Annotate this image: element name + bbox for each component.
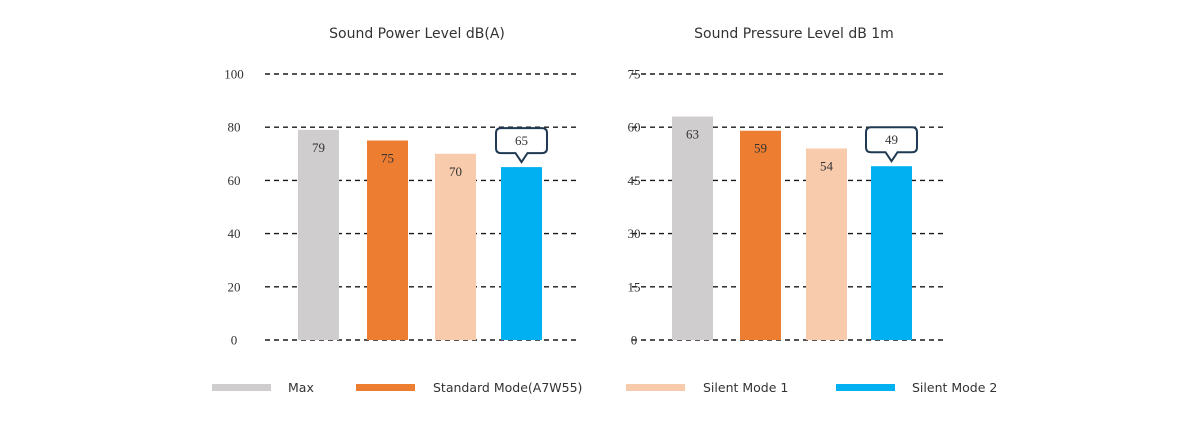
y-tick-label: 80 bbox=[228, 120, 241, 135]
data-label: 79 bbox=[312, 140, 325, 155]
data-label: 54 bbox=[820, 158, 834, 173]
y-tick-label: 45 bbox=[628, 173, 641, 188]
data-label: 70 bbox=[449, 164, 462, 179]
chart-title: Sound Pressure Level dB 1m bbox=[694, 26, 894, 42]
legend: Max Standard Mode(A7W55) Silent Mode 1 Sile… bbox=[212, 380, 997, 395]
bar-max bbox=[672, 116, 713, 340]
bar-standard-mode-a7w55- bbox=[740, 130, 781, 340]
y-tick-label: 15 bbox=[628, 279, 641, 294]
legend-swatch-silent-mode-1 bbox=[626, 384, 685, 391]
data-label: 59 bbox=[754, 141, 767, 156]
bar-max bbox=[298, 129, 339, 340]
legend-label-silent-mode-1: Silent Mode 1 bbox=[703, 380, 788, 395]
chart-panel-2: Sound Pressure Level dB 1m 0 15 30 45 60 75 63 5… bbox=[628, 26, 946, 348]
bar-silent-mode-2 bbox=[501, 167, 542, 340]
legend-swatch-max bbox=[212, 384, 271, 391]
bar-silent-mode-2 bbox=[871, 166, 912, 340]
y-tick-label: 60 bbox=[628, 120, 641, 135]
y-tick-label: 60 bbox=[228, 173, 241, 188]
y-tick-label: 75 bbox=[628, 67, 641, 82]
bar-standard-mode-a7w55- bbox=[367, 140, 408, 340]
callout-bubble bbox=[865, 126, 918, 164]
y-tick-label: 40 bbox=[228, 226, 241, 241]
legend-swatch-standard-mode-a7w55- bbox=[356, 384, 415, 391]
data-label: 63 bbox=[686, 127, 699, 142]
legend-label-max: Max bbox=[288, 380, 314, 395]
bar-silent-mode-1 bbox=[435, 153, 476, 340]
bar-silent-mode-1 bbox=[806, 148, 847, 340]
legend-swatch-silent-mode-2 bbox=[836, 384, 895, 391]
y-tick-label: 0 bbox=[631, 333, 638, 348]
y-tick-label: 0 bbox=[231, 333, 238, 348]
chart-panel-1: Sound Power Level dB(A) 0 20 40 60 80 100 79 75 7… bbox=[224, 26, 578, 348]
y-tick-label: 30 bbox=[628, 226, 641, 241]
legend-label-silent-mode-2: Silent Mode 2 bbox=[912, 380, 997, 395]
legend-label-standard-mode-a7w55-: Standard Mode(A7W55) bbox=[433, 380, 582, 395]
callout-bubble bbox=[495, 127, 548, 164]
y-tick-label: 20 bbox=[228, 279, 241, 294]
data-label: 75 bbox=[381, 151, 394, 166]
y-tick-label: 100 bbox=[224, 67, 244, 82]
data-label: 49 bbox=[885, 132, 898, 147]
data-label: 65 bbox=[515, 133, 528, 148]
chart-title: Sound Power Level dB(A) bbox=[329, 26, 505, 42]
